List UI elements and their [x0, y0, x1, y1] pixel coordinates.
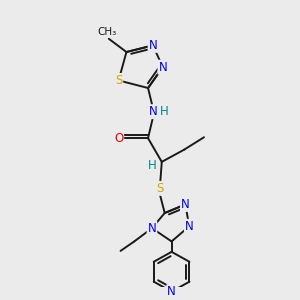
Text: N: N: [181, 198, 190, 211]
Text: H: H: [160, 105, 169, 118]
Text: N: N: [185, 220, 194, 233]
Text: N: N: [148, 222, 156, 235]
Text: N: N: [148, 105, 157, 118]
Text: S: S: [115, 74, 122, 87]
Text: CH₃: CH₃: [97, 27, 116, 37]
Text: N: N: [167, 285, 176, 298]
Text: N: N: [148, 39, 157, 52]
Text: O: O: [114, 132, 123, 145]
Text: H: H: [148, 159, 156, 172]
Text: S: S: [156, 182, 164, 195]
Text: N: N: [158, 61, 167, 74]
